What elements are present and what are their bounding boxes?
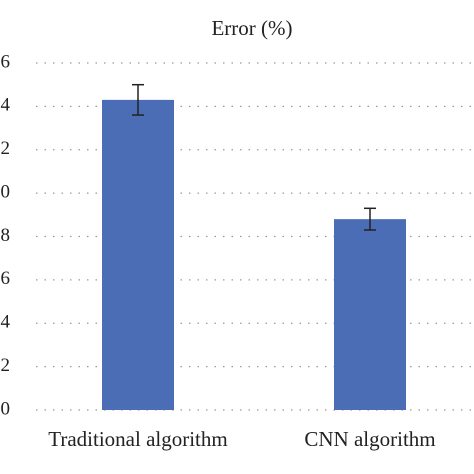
error-bar	[132, 83, 144, 116]
y-tick-label: 6	[1, 268, 11, 289]
y-tick-label: 14	[0, 95, 11, 116]
y-tick-label: 4	[1, 312, 11, 333]
y-tick-label: 0	[1, 398, 11, 419]
chart-title: Error (%)	[211, 16, 292, 40]
y-tick-label: 8	[1, 225, 11, 246]
y-tick-label: 2	[1, 355, 11, 376]
bar	[334, 219, 406, 410]
y-tick-label: 10	[0, 181, 10, 202]
x-tick-label: Traditional algorithm	[48, 427, 227, 451]
x-tick-label: CNN algorithm	[304, 427, 435, 451]
y-tick-label: 12	[0, 138, 10, 159]
error-bar	[364, 207, 376, 231]
bar	[102, 99, 174, 411]
y-tick-label: 16	[0, 51, 10, 72]
